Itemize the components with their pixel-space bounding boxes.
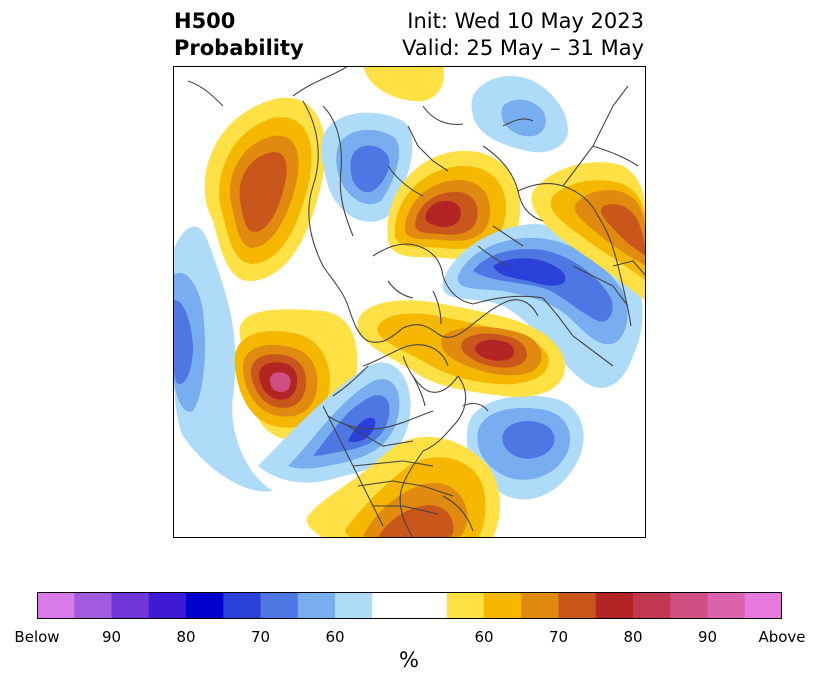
- colorbar-tick-label: Below: [14, 628, 60, 646]
- anomaly-above-southeast-us: [306, 436, 500, 538]
- colorbar-swatch: [186, 592, 224, 619]
- colorbar-tick-label: Above: [758, 628, 806, 646]
- colorbar-swatch: [297, 592, 336, 619]
- anomaly-above-scandinavia: [357, 300, 565, 397]
- coastlines: [187, 66, 646, 538]
- colorbar-swatch: [484, 592, 522, 619]
- anomaly-below-east-siberia: [471, 76, 568, 153]
- colorbar-swatch: [37, 592, 75, 619]
- colorbar-swatch: [521, 592, 560, 619]
- colorbar-swatch: [558, 592, 597, 619]
- anomaly-above-arctic-top: [363, 66, 445, 102]
- anomaly-above-ne-pacific: [204, 97, 326, 282]
- init-date: Init: Wed 10 May 2023: [407, 9, 644, 33]
- colorbar-swatch: [633, 592, 671, 619]
- colorbar-swatch: [372, 592, 411, 619]
- probability-map: [173, 66, 646, 538]
- title-type: Probability: [174, 36, 304, 60]
- colorbar-swatch: [74, 592, 113, 619]
- colorbar-swatch: [260, 592, 299, 619]
- colorbar-tick-label: 80: [623, 628, 643, 646]
- anomaly-below-north-atlantic: [466, 395, 584, 500]
- map-dates: Init: Wed 10 May 2023 Valid: 25 May – 31…: [402, 8, 644, 62]
- colorbar-border: [37, 592, 782, 619]
- colorbar-swatch: [335, 592, 373, 619]
- colorbar-swatch: [148, 592, 187, 619]
- anomaly-below-west-pacific: [173, 226, 273, 492]
- anomaly-below-western-canada: [320, 112, 413, 222]
- colorbar-unit: %: [399, 648, 419, 672]
- valid-range: Valid: 25 May – 31 May: [402, 36, 644, 60]
- colorbar-tick-label: 80: [176, 628, 196, 646]
- colorbar-swatch: [707, 592, 746, 619]
- anomaly-above-siberia: [531, 162, 646, 301]
- anomaly-above-greenland: [387, 150, 521, 259]
- colorbar-tick-label: 70: [250, 628, 271, 646]
- anomaly-below-northern-europe: [442, 224, 643, 388]
- map-title: H500 Probability: [174, 8, 304, 62]
- colorbar-swatch: [223, 592, 262, 619]
- colorbar-swatch: [670, 592, 709, 619]
- colorbar-tick-label: 90: [697, 628, 718, 646]
- colorbar-tick-label: 70: [548, 628, 569, 646]
- colorbar-swatch: [111, 592, 150, 619]
- colorbar: [37, 592, 782, 619]
- title-variable: H500: [174, 9, 236, 33]
- colorbar-swatch: [595, 592, 634, 619]
- colorbar-swatch: [409, 592, 448, 619]
- colorbar-swatch: [744, 592, 782, 619]
- colorbar-tick-label: 60: [325, 628, 345, 646]
- colorbar-tick-label: 60: [474, 628, 494, 646]
- colorbar-swatch: [446, 592, 485, 619]
- colorbar-tick-label: 90: [101, 628, 122, 646]
